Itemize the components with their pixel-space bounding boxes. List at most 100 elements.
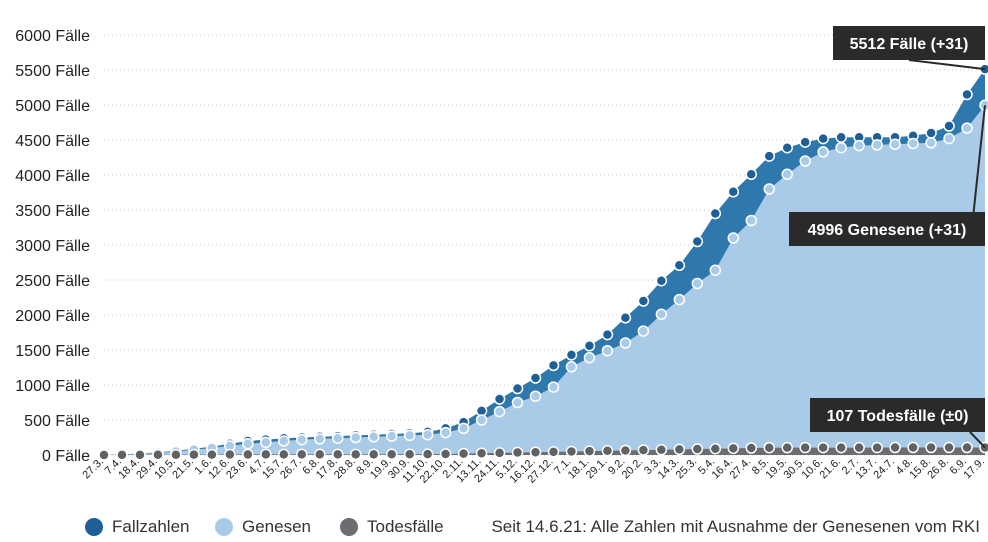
todesfaelle-point (943, 441, 955, 454)
fallzahlen-point (817, 132, 829, 145)
genesen-point (565, 361, 578, 373)
genesen-point (817, 146, 829, 158)
fallzahlen-point (619, 312, 632, 324)
genesen-point (349, 431, 362, 444)
genesen-point (691, 277, 704, 290)
genesen-point (583, 351, 596, 364)
todesfaelle-point (907, 441, 919, 454)
legend-label-fallzahlen: Fallzahlen (112, 517, 190, 536)
todesfaelle-point (278, 448, 290, 461)
fallzahlen-point (745, 168, 758, 181)
y-tick-label: 2000 Fälle (15, 308, 90, 325)
genesen-point (745, 214, 758, 227)
todesfaelle-point (655, 444, 668, 456)
x-tick-label: 17.9. (961, 456, 987, 482)
annotation-todesfaelle: 107 Todesfälle (±0) (827, 408, 969, 425)
todesfaelle-point (619, 444, 632, 457)
y-tick-label: 0 Fälle (42, 448, 90, 465)
fallzahlen-point (925, 127, 937, 139)
genesen-point (925, 137, 937, 149)
todesfaelle-point (637, 444, 650, 456)
todesfaelle-point (242, 448, 254, 461)
genesen-point (421, 428, 434, 441)
genesen-point (637, 325, 650, 337)
y-tick-label: 4500 Fälle (15, 133, 90, 150)
todesfaelle-point (403, 448, 416, 461)
fallzahlen-point (493, 393, 506, 405)
genesen-point (781, 168, 793, 181)
todesfaelle-point (439, 448, 452, 460)
legend-item-fallzahlen: Fallzahlen (85, 517, 190, 537)
todesfaelle-point (691, 443, 704, 455)
fallzahlen-point (799, 136, 811, 148)
fallzahlen-point (547, 359, 560, 372)
todesfaelle-point (331, 448, 344, 461)
todesfaelle-point (961, 441, 973, 454)
fallzahlen-point (727, 186, 740, 198)
fallzahlen-point (655, 274, 668, 287)
legend-label-todesfaelle: Todesfälle (367, 517, 444, 536)
genesen-point (547, 381, 560, 393)
todesfaelle-point (260, 448, 272, 461)
todesfaelle-point (457, 447, 470, 460)
todesfaelle-point (385, 448, 398, 461)
todesfaelle-point (871, 441, 883, 454)
covid-area-chart: 0 Fälle 500 Fälle 1000 Fälle 1500 Fälle 2000… (15, 26, 988, 486)
genesen-point (278, 435, 290, 447)
todesfaelle-point (134, 449, 146, 461)
y-tick-label: 5000 Fälle (15, 98, 90, 115)
legend-label-genesen: Genesen (242, 517, 311, 536)
genesen-point (853, 139, 865, 152)
todesfaelle-point (763, 441, 775, 454)
genesen-point (493, 405, 506, 418)
legend-item-genesen: Genesen (215, 517, 311, 537)
y-tick-label: 5500 Fälle (15, 63, 90, 80)
genesen-point (242, 438, 254, 450)
genesen-point (709, 264, 722, 276)
annotation-fallzahlen: 5512 Fälle (+31) (850, 36, 969, 53)
todesfaelle-point (709, 442, 722, 455)
y-tick-label: 4000 Fälle (15, 168, 90, 185)
fallzahlen-point (709, 207, 722, 220)
todesfaelle-point (673, 443, 686, 456)
todesfaelle-point (98, 449, 110, 461)
genesen-point (673, 293, 686, 306)
todesfaelle-point (529, 446, 542, 458)
legend-item-todesfaelle: Todesfälle (340, 517, 444, 537)
todesfaelle-point (475, 447, 488, 459)
todesfaelle-point (601, 445, 614, 457)
genesen-point (835, 141, 847, 154)
fallzahlen-point (943, 120, 955, 132)
todesfaelle-point (853, 441, 865, 454)
fallzahlen-point (673, 259, 686, 272)
genesen-point (367, 431, 380, 443)
genesen-point (529, 390, 542, 402)
genesen-point (799, 155, 811, 167)
todesfaelle-point (367, 448, 380, 461)
genesen-point (763, 183, 775, 195)
fallzahlen-dot-icon (85, 518, 103, 536)
genesen-point (907, 137, 919, 150)
y-tick-label: 6000 Fälle (15, 28, 90, 45)
y-tick-label: 3500 Fälle (15, 203, 90, 220)
genesen-point (385, 430, 398, 442)
y-tick-label: 3000 Fälle (15, 238, 90, 255)
genesen-point (601, 344, 614, 357)
genesen-point (260, 436, 272, 449)
fallzahlen-point (565, 349, 578, 361)
todesfaelle-point (349, 448, 362, 461)
todesfaelle-point (925, 441, 937, 454)
annotation-connector (969, 431, 986, 449)
todesfaelle-point (781, 441, 793, 454)
genesen-point (655, 308, 668, 321)
genesen-dot-icon (215, 518, 233, 536)
genesen-point (475, 414, 488, 426)
genesen-point (619, 337, 632, 349)
todesfaelle-point (889, 441, 901, 454)
annotation-genesene: 4996 Genesene (+31) (808, 222, 967, 239)
fallzahlen-point (835, 131, 847, 143)
todesfaelle-point (835, 441, 847, 454)
genesen-point (457, 422, 470, 435)
genesen-point (331, 432, 344, 444)
todesfaelle-point (745, 442, 758, 454)
